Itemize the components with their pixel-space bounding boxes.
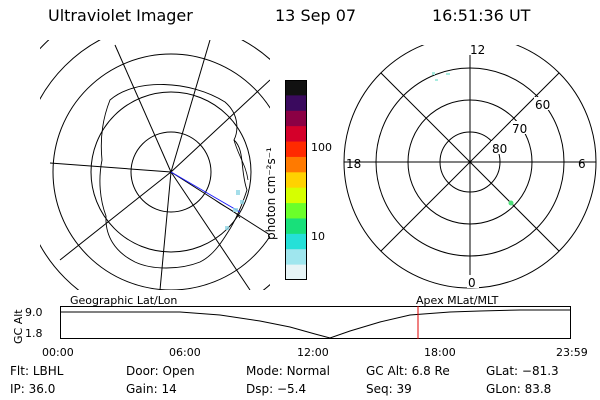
color-bar: [285, 80, 307, 280]
status-flt: Flt: LBHL: [10, 364, 64, 378]
mlat-label-80: 80: [492, 142, 507, 156]
latitude-circle: [130, 131, 212, 213]
header-time: 16:51:36 UT: [432, 6, 531, 25]
mlt-label-18: 18: [346, 157, 361, 171]
colorbar-stripe: [285, 218, 307, 235]
colorbar-stripe: [285, 95, 307, 112]
timeline-ytick-1-8: 1.8: [25, 327, 43, 340]
spacecraft-footprint-line: [170, 171, 241, 213]
mlt-label-12: 12: [470, 45, 485, 57]
header-date: 13 Sep 07: [275, 6, 357, 25]
altitude-curve: [60, 309, 570, 339]
mlat-label-60: 60: [535, 98, 550, 112]
colorbar-tick-100: 100: [311, 141, 332, 154]
coastline: [99, 84, 248, 269]
timeline-right-label: Apex MLat/MLT: [416, 294, 499, 307]
time-tick-1200: 12:00: [297, 346, 329, 359]
app-title: Ultraviolet Imager: [48, 6, 193, 25]
status-mode: Mode: Normal: [246, 364, 330, 378]
status-glon: GLon: 83.8: [486, 382, 552, 396]
time-tick-0000: 00:00: [42, 346, 74, 359]
colorbar-stripe: [285, 249, 307, 266]
time-tick-2359: 23:59: [556, 346, 588, 359]
time-tick-1800: 18:00: [424, 346, 456, 359]
colorbar-stripe: [285, 172, 307, 189]
status-gain: Gain: 14: [126, 382, 177, 396]
timeline-ytick-9: 9.0: [25, 306, 43, 319]
mlt-label-6: 6: [578, 157, 586, 171]
bright-spot: [508, 200, 514, 206]
colorbar-label: photon cm⁻²s⁻¹: [264, 147, 278, 240]
status-door: Door: Open: [126, 364, 195, 378]
colorbar-stripe: [285, 187, 307, 204]
colorbar-stripe: [285, 126, 307, 143]
latitude-circle: [52, 53, 270, 290]
latitude-circle: [90, 91, 252, 253]
mlt-label-0: 0: [468, 276, 476, 290]
geographic-map: [40, 40, 270, 290]
status-seq: Seq: 39: [366, 382, 412, 396]
status-gc-alt: GC Alt: 6.8 Re: [366, 364, 450, 378]
mlat-label-70: 70: [512, 122, 527, 136]
colorbar-stripe: [285, 233, 307, 250]
status-ip: IP: 36.0: [10, 382, 56, 396]
altitude-timeline: [60, 306, 571, 339]
colorbar-stripe: [285, 141, 307, 158]
time-tick-0600: 06:00: [169, 346, 201, 359]
colorbar-stripe: [285, 80, 307, 96]
status-glat: GLat: −81.3: [486, 364, 559, 378]
colorbar-tick-10: 10: [311, 230, 325, 243]
colorbar-stripe: [285, 203, 307, 220]
colorbar-stripe: [285, 264, 307, 280]
timeline-left-label: Geographic Lat/Lon: [70, 294, 178, 307]
magnetic-polar-plot: 12 18 6 0 60 70 80: [343, 45, 597, 290]
colorbar-stripe: [285, 110, 307, 127]
colorbar-stripe: [285, 156, 307, 173]
timeline-ylabel: GC Alt: [12, 309, 25, 344]
status-dsp: Dsp: −5.4: [246, 382, 307, 396]
